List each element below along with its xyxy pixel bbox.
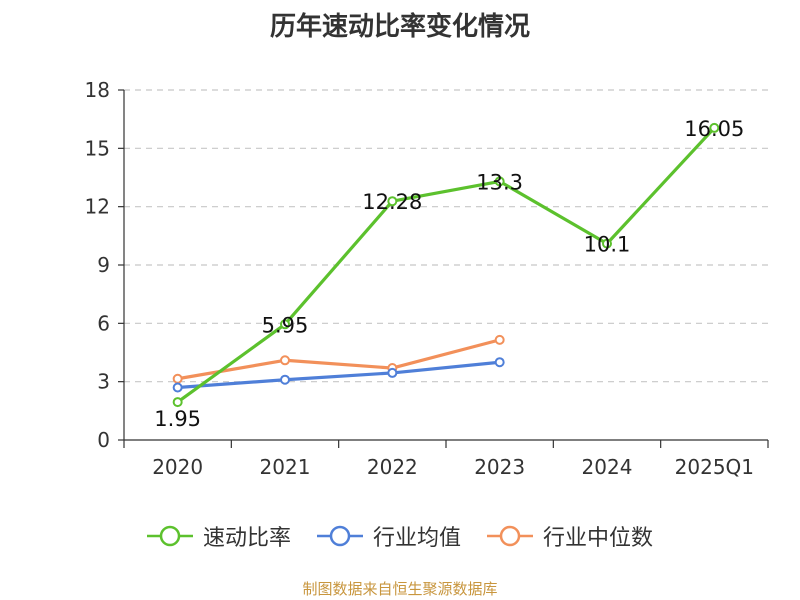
legend-label-industry-median: 行业中位数	[543, 526, 654, 551]
y-tick-label: 3	[97, 370, 110, 394]
data-point-s0-2	[387, 196, 398, 207]
data-point-s2-3	[494, 334, 505, 345]
axes: 0 3 6 9 12 15 18 2020 2021 2022 2023 2024 2025Q1	[85, 78, 769, 479]
x-tick-label: 2021	[260, 455, 311, 479]
y-tick-label: 18	[85, 78, 110, 102]
x-tick-label: 2022	[367, 455, 418, 479]
y-tick-label: 15	[85, 136, 110, 160]
legend-swatch-quick-ratio-icon	[146, 525, 193, 547]
data-label-1: 5.95	[262, 313, 309, 337]
data-label-3: 13.3	[476, 170, 523, 194]
legend-item-industry-median[interactable]: 行业中位数	[487, 520, 653, 552]
y-tick-label: 6	[97, 311, 110, 335]
series-line-2	[176, 338, 502, 381]
data-label-5: 16.05	[684, 117, 744, 141]
y-tick-label: 12	[85, 195, 110, 219]
legend-swatch-industry-mean-icon	[316, 525, 363, 547]
data-labels: 1.95 5.95 12.28 13.3 10.1 16.05	[154, 117, 744, 431]
legend-item-quick-ratio[interactable]: 速动比率	[146, 520, 291, 552]
y-tick-label: 9	[97, 253, 110, 277]
series-lines	[172, 122, 720, 408]
chart-title: 历年速动比率变化情况	[269, 12, 530, 42]
data-point-s0-1	[280, 319, 290, 330]
legend-swatch-industry-median-icon	[487, 525, 533, 547]
data-point-s1-2	[387, 367, 398, 378]
x-tick-label: 2025Q1	[675, 455, 754, 479]
data-point-s1-0	[172, 382, 183, 393]
data-point-s0-3	[494, 176, 505, 187]
legend-label-quick-ratio: 速动比率	[202, 526, 291, 551]
data-point-s0-4	[602, 238, 612, 249]
x-tick-label: 2024	[582, 455, 633, 479]
data-label-0: 1.95	[154, 407, 201, 431]
data-point-s1-3	[494, 357, 505, 368]
y-tick-label: 0	[97, 428, 110, 452]
data-label-4: 10.1	[584, 233, 631, 257]
series-line-1	[176, 360, 502, 390]
x-tick-label: 2023	[474, 455, 525, 479]
data-point-s1-1	[280, 374, 290, 385]
series-line-0	[176, 126, 716, 404]
legend-item-industry-mean[interactable]: 行业均值	[316, 520, 461, 552]
data-point-s2-0	[172, 373, 183, 384]
grid-lines	[124, 89, 768, 383]
x-tick-label: 2020	[152, 455, 203, 479]
data-label-2: 12.28	[362, 190, 422, 214]
data-point-s2-1	[280, 355, 290, 366]
source-note: 制图数据来自恒生聚源数据库	[302, 580, 498, 598]
data-point-s0-5	[709, 122, 720, 133]
legend: 速动比率 行业均值 行业中位数	[0, 520, 800, 552]
legend-label-industry-mean: 行业均值	[372, 526, 461, 551]
data-point-s0-0	[172, 397, 183, 408]
